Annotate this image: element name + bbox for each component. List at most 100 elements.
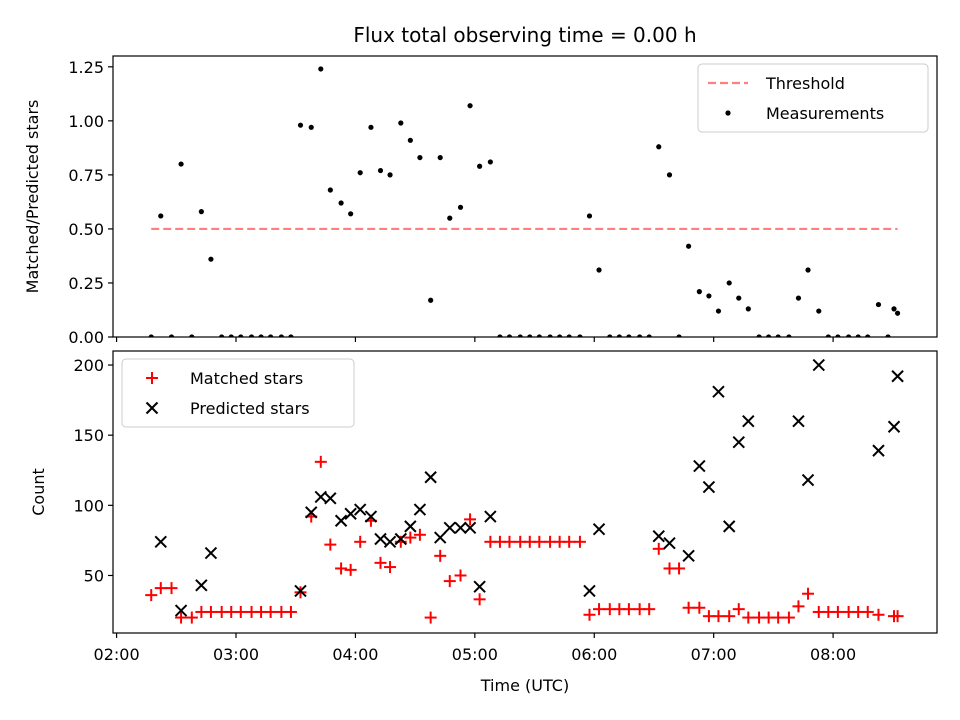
- ratio-panel: 0.00 0.25 0.50 0.75 1.00 1.25 Matched/Predicte…: [23, 55, 938, 347]
- data-point: [454, 569, 467, 582]
- data-point: [434, 531, 447, 544]
- data-point: [786, 334, 792, 337]
- data-point: [715, 308, 722, 314]
- data-point: [891, 306, 897, 312]
- data-point: [417, 154, 423, 161]
- data-point: [682, 601, 695, 614]
- data-point: [652, 542, 665, 555]
- data-point: [463, 521, 477, 534]
- y-tick-label: 0.25: [68, 274, 104, 293]
- data-point: [473, 593, 486, 606]
- data-point: [284, 605, 297, 618]
- data-point: [424, 471, 437, 484]
- data-point: [404, 531, 417, 544]
- data-point: [467, 103, 473, 109]
- data-point: [607, 334, 613, 337]
- data-point: [204, 605, 217, 618]
- data-point: [723, 520, 736, 533]
- data-point: [198, 209, 204, 215]
- data-point: [736, 295, 742, 301]
- data-point: [477, 163, 483, 169]
- data-point: [264, 605, 277, 618]
- data-point: [875, 301, 882, 308]
- y-tick-label: 50: [84, 566, 104, 585]
- data-point: [158, 213, 164, 219]
- data-point: [195, 579, 208, 592]
- data-point: [145, 589, 158, 602]
- data-point: [297, 122, 304, 128]
- data-point: [577, 334, 583, 337]
- y-tick-label: 200: [73, 356, 104, 375]
- legend-swatch: [146, 372, 158, 384]
- data-point: [592, 522, 606, 536]
- data-point: [831, 605, 844, 618]
- data-point: [174, 604, 188, 617]
- y-tick-label: 0.75: [68, 166, 104, 185]
- data-point: [801, 473, 815, 487]
- y-tick-label: 150: [73, 426, 104, 445]
- data-point: [434, 549, 447, 562]
- x-tick-label: 04:00: [332, 645, 378, 664]
- data-point: [656, 144, 662, 150]
- data-point: [626, 334, 632, 337]
- data-point: [327, 187, 333, 193]
- data-point: [872, 444, 885, 457]
- data-point: [835, 334, 841, 337]
- data-point: [712, 610, 725, 623]
- data-point: [374, 556, 387, 569]
- data-point: [497, 334, 503, 337]
- data-point: [314, 455, 327, 468]
- data-point: [802, 587, 815, 600]
- data-point: [723, 610, 736, 623]
- count-legend: Matched stars Predicted stars: [121, 358, 355, 428]
- data-point: [652, 529, 665, 543]
- data-point: [334, 514, 348, 527]
- data-point: [443, 575, 456, 588]
- data-point: [278, 334, 284, 337]
- data-point: [354, 535, 367, 548]
- data-point: [148, 334, 154, 337]
- data-point: [676, 334, 682, 337]
- legend-entry-label: Matched stars: [190, 369, 303, 388]
- data-point: [308, 124, 314, 130]
- data-point: [865, 334, 871, 337]
- data-point: [782, 611, 795, 624]
- count-panel: 50 100 150 200 02:00 03:00 04:00 05:00 06:00 07:0…: [29, 350, 938, 664]
- data-point: [457, 204, 464, 210]
- data-point: [424, 611, 437, 624]
- data-point: [805, 267, 811, 273]
- data-point: [175, 611, 188, 624]
- data-point: [712, 385, 725, 398]
- data-point: [473, 580, 486, 593]
- x-tick-label: 06:00: [571, 645, 617, 664]
- count-axes-frame: [112, 350, 938, 634]
- data-point: [353, 503, 367, 516]
- series-matched-stars: [145, 455, 904, 624]
- data-point: [583, 584, 596, 598]
- data-point: [732, 603, 745, 616]
- data-point: [189, 334, 195, 337]
- data-point: [557, 334, 563, 337]
- data-point: [338, 200, 344, 206]
- data-point: [258, 334, 264, 337]
- data-point: [268, 334, 274, 337]
- data-point: [443, 521, 456, 534]
- data-point: [742, 611, 755, 624]
- data-point: [885, 334, 891, 337]
- data-point: [536, 334, 542, 337]
- data-point: [673, 562, 686, 575]
- data-point: [646, 334, 652, 337]
- data-point: [204, 546, 218, 560]
- data-point: [228, 334, 234, 337]
- x-tick-label: 07:00: [691, 645, 737, 664]
- ratio-y-axis-label: Matched/Predicted stars: [23, 100, 42, 294]
- legend-entry-label: Measurements: [766, 104, 884, 123]
- data-point: [344, 507, 357, 520]
- data-point: [318, 66, 324, 72]
- y-tick-label: 1.00: [68, 112, 104, 131]
- data-point: [335, 562, 348, 575]
- data-point: [294, 584, 307, 598]
- data-point: [792, 414, 805, 428]
- data-point: [583, 608, 596, 621]
